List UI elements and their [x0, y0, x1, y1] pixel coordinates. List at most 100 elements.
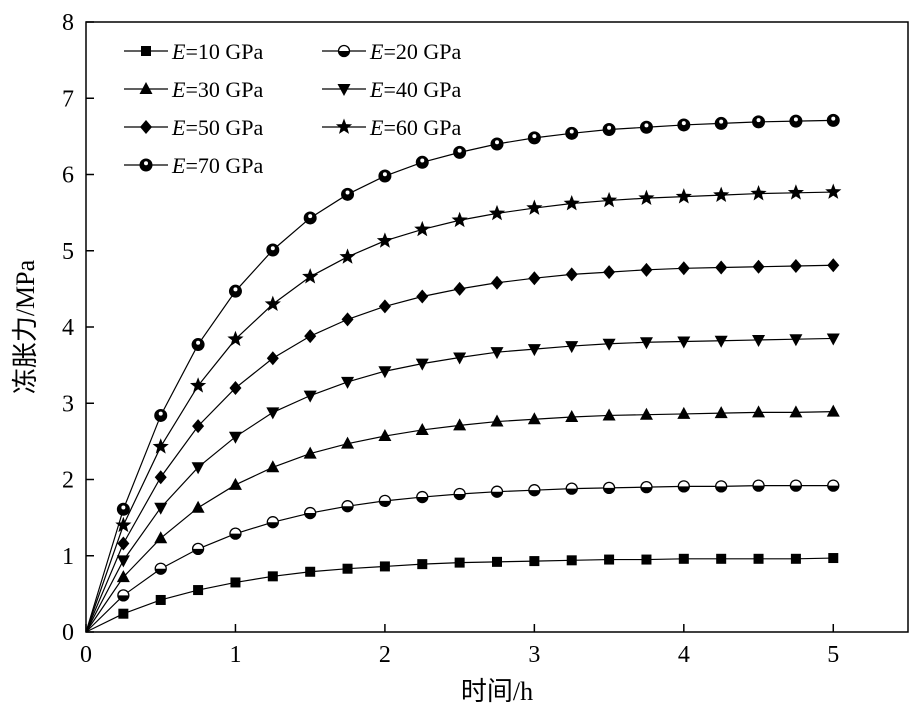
legend-label: E=10 GPa — [171, 39, 263, 64]
legend-marker — [141, 46, 151, 56]
data-point — [228, 477, 242, 490]
data-point — [528, 484, 541, 497]
legend-item: E=70 GPa — [124, 153, 263, 178]
data-point — [527, 131, 541, 145]
y-tick-label: 0 — [62, 620, 74, 646]
data-point — [602, 123, 616, 137]
data-point — [677, 480, 690, 493]
data-point — [826, 333, 840, 346]
data-point — [603, 265, 616, 280]
data-point — [302, 268, 319, 284]
data-point — [715, 260, 728, 275]
data-point — [341, 187, 355, 201]
data-point — [190, 377, 207, 393]
data-point — [266, 351, 279, 366]
data-point — [526, 199, 543, 215]
x-tick-label: 2 — [379, 642, 391, 668]
data-point — [677, 406, 691, 419]
data-point — [415, 155, 429, 169]
data-point — [640, 480, 653, 494]
data-point — [417, 559, 428, 570]
data-point — [752, 259, 765, 274]
data-point — [604, 554, 615, 565]
legend-marker — [140, 120, 152, 134]
x-tick-label: 5 — [827, 642, 839, 668]
data-point — [825, 183, 842, 199]
legend-item: E=10 GPa — [124, 39, 263, 64]
data-point — [753, 553, 764, 564]
data-point — [378, 169, 392, 183]
data-point — [826, 113, 840, 127]
data-point — [117, 536, 130, 551]
data-point — [152, 438, 169, 454]
data-point — [566, 555, 577, 566]
data-point — [565, 482, 578, 495]
x-tick-labels: 0 1 2 3 4 5 — [80, 642, 839, 668]
data-point — [228, 284, 242, 298]
legend-marker — [139, 158, 153, 172]
legend-item: E=60 GPa — [322, 115, 461, 140]
data-point — [339, 248, 356, 264]
data-point — [640, 262, 653, 277]
series-5 — [85, 258, 840, 633]
data-point — [490, 137, 504, 151]
data-point — [565, 126, 579, 140]
data-point — [192, 419, 205, 434]
data-point — [416, 490, 429, 504]
y-tick-labels: 0 1 2 3 4 5 6 7 8 — [62, 10, 74, 646]
legend-item: E=20 GPa — [322, 39, 461, 64]
data-point — [303, 211, 317, 225]
series-7 — [85, 113, 840, 633]
data-point — [787, 184, 804, 200]
y-tick-label: 5 — [62, 239, 74, 265]
data-point — [639, 120, 653, 134]
data-point — [266, 243, 280, 257]
data-point — [454, 557, 465, 568]
data-point — [714, 335, 728, 348]
data-point — [341, 376, 355, 389]
data-point — [453, 145, 467, 159]
legend: E=10 GPa E=20 GPa E=30 GPa E=40 GPa E=50 GPa… — [124, 39, 461, 178]
data-point — [490, 485, 504, 498]
data-point — [563, 194, 580, 211]
y-tick-label: 2 — [62, 468, 74, 494]
data-point — [116, 555, 130, 568]
data-point — [453, 418, 467, 431]
data-point — [266, 516, 279, 529]
data-point — [490, 414, 504, 427]
data-point — [492, 556, 502, 567]
data-point — [267, 571, 278, 582]
legend-label: E=40 GPa — [369, 77, 461, 102]
y-tick-label: 1 — [62, 544, 74, 570]
data-point — [451, 211, 468, 228]
data-point — [528, 271, 541, 286]
data-point — [752, 334, 766, 347]
data-point — [677, 118, 691, 132]
data-point — [675, 188, 692, 204]
series-layer — [85, 113, 842, 633]
legend-label: E=60 GPa — [369, 115, 461, 140]
data-point — [790, 553, 801, 564]
data-point — [378, 299, 391, 314]
data-point — [229, 381, 242, 395]
legend-item: E=40 GPa — [322, 77, 461, 102]
data-point — [193, 585, 204, 596]
data-point — [453, 352, 467, 365]
y-axis-title: 冻胀力/MPa — [11, 259, 40, 394]
data-point — [230, 577, 241, 588]
x-tick-label: 0 — [80, 642, 92, 668]
data-point — [115, 516, 132, 533]
data-point — [826, 404, 840, 417]
data-point — [341, 312, 354, 327]
data-point — [527, 412, 541, 425]
data-point — [116, 502, 130, 516]
data-point — [117, 589, 130, 602]
series-line — [85, 411, 834, 633]
data-point — [304, 329, 317, 344]
data-point — [191, 462, 205, 475]
data-point — [491, 275, 503, 290]
y-tick-label: 6 — [62, 163, 74, 189]
series-line — [85, 264, 834, 633]
data-point — [154, 470, 167, 485]
